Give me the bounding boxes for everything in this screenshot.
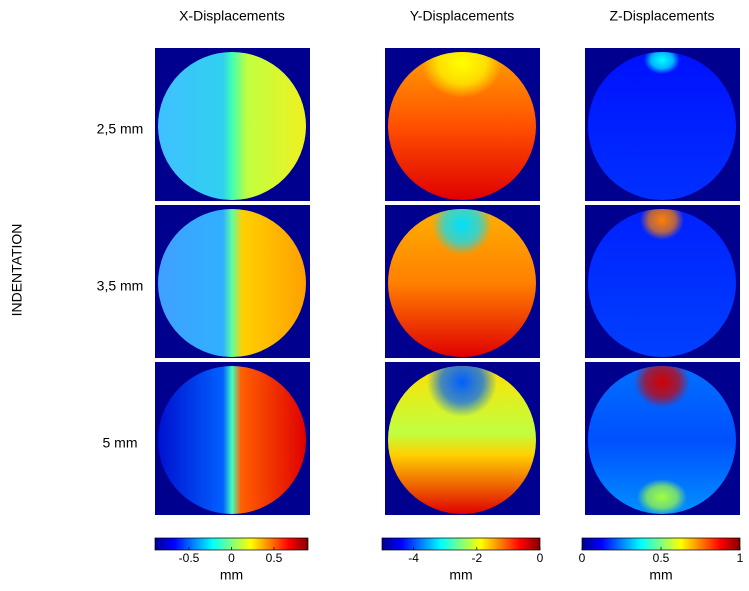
colorbar-unit: mm: [220, 567, 243, 583]
y-label: INDENTATION: [9, 224, 25, 317]
column-title: X-Displacements: [179, 8, 285, 24]
row-label: 5 mm: [103, 435, 138, 451]
colorbar-tick-label: 0.5: [266, 551, 283, 565]
colorbar-tick-label: -4: [408, 551, 419, 565]
displacement-field: [388, 366, 536, 514]
column-title: Y-Displacements: [410, 8, 515, 24]
displacement-hotspot: [432, 209, 492, 255]
colorbar-tick-label: 0: [228, 551, 235, 565]
colorbar-tick-label: 1: [737, 551, 744, 565]
colorbar-unit: mm: [649, 567, 672, 583]
colorbar-tick-label: 0.5: [653, 551, 670, 565]
colorbar-tick-label: 0: [537, 551, 544, 565]
displacement-field: [388, 52, 536, 200]
displacement-hotspot: [634, 366, 690, 408]
displacement-field: [588, 52, 736, 200]
displacement-hotspot: [644, 52, 680, 74]
displacement-field: [158, 366, 306, 514]
colorbar-tick-label: -2: [471, 551, 482, 565]
row-label: 3,5 mm: [97, 278, 144, 294]
colorbar-tick-label: -0.5: [179, 551, 200, 565]
displacement-field: [158, 209, 306, 357]
row-label: 2,5 mm: [97, 121, 144, 137]
displacement-field: [588, 366, 736, 514]
displacement-field: [588, 209, 736, 357]
displacement-hotspot: [637, 479, 687, 514]
column-title: Z-Displacements: [609, 8, 714, 24]
colorbar-tick-label: 0: [579, 551, 586, 565]
displacement-field: [388, 209, 536, 357]
colorbar-unit: mm: [449, 567, 472, 583]
displacement-hotspot: [427, 366, 497, 417]
colorbar: [381, 537, 541, 551]
displacement-hotspot: [422, 52, 502, 98]
displacement-hotspot: [640, 209, 684, 240]
displacement-field: [158, 52, 306, 200]
